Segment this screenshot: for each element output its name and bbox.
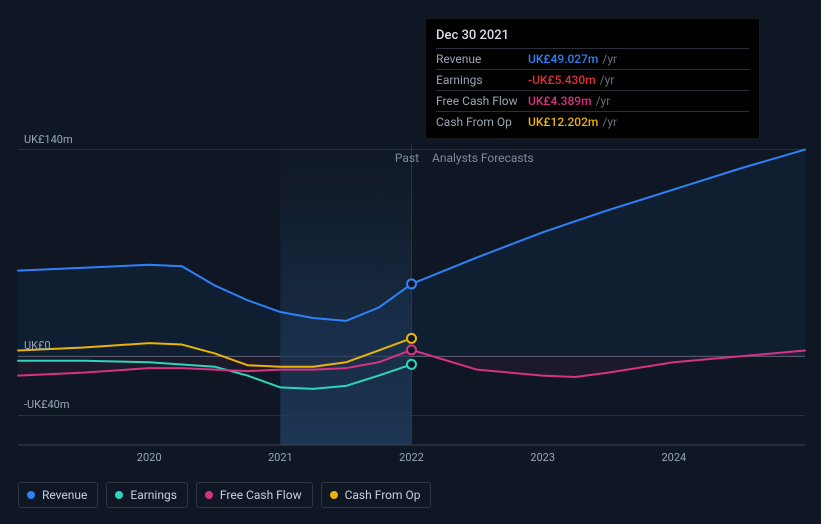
x-axis-label: 2021 bbox=[268, 451, 293, 464]
tooltip-row: RevenueUK£49.027m/yr bbox=[436, 48, 749, 69]
tooltip-row-value: UK£49.027m bbox=[528, 52, 598, 66]
legend-item-label: Earnings bbox=[130, 488, 177, 502]
legend-item-label: Revenue bbox=[42, 488, 87, 502]
tooltip-row-label: Earnings bbox=[436, 73, 528, 87]
legend-item-fcf[interactable]: Free Cash Flow bbox=[196, 482, 313, 508]
legend-item-label: Free Cash Flow bbox=[220, 488, 302, 502]
y-axis-label: UK£0 bbox=[24, 339, 51, 352]
x-axis-label: 2024 bbox=[661, 451, 686, 464]
tooltip-row-unit: /yr bbox=[600, 73, 615, 87]
tooltip-date: Dec 30 2021 bbox=[436, 25, 749, 48]
legend-item-earnings[interactable]: Earnings bbox=[106, 482, 188, 508]
chart-tooltip: Dec 30 2021 RevenueUK£49.027m/yrEarnings… bbox=[425, 18, 760, 139]
tooltip-row-value: UK£12.202m bbox=[528, 115, 598, 129]
x-axis-label: 2022 bbox=[399, 451, 424, 464]
y-axis-label: UK£140m bbox=[24, 133, 73, 146]
tooltip-row-unit: /yr bbox=[596, 94, 611, 108]
tooltip-row-label: Free Cash Flow bbox=[436, 94, 528, 108]
tooltip-row: Cash From OpUK£12.202m/yr bbox=[436, 111, 749, 132]
tooltip-row: Free Cash FlowUK£4.389m/yr bbox=[436, 90, 749, 111]
tooltip-row-unit: /yr bbox=[602, 52, 617, 66]
legend-item-cfo[interactable]: Cash From Op bbox=[321, 482, 432, 508]
section-label-forecast: Analysts Forecasts bbox=[432, 151, 534, 165]
tooltip-row-value: UK£4.389m bbox=[528, 94, 592, 108]
legend-dot-icon bbox=[205, 491, 213, 499]
chart-legend: Revenue Earnings Free Cash Flow Cash From O… bbox=[18, 482, 431, 508]
tooltip-row-label: Revenue bbox=[436, 52, 528, 66]
tooltip-row-label: Cash From Op bbox=[436, 115, 528, 129]
legend-dot-icon bbox=[27, 491, 35, 499]
legend-item-revenue[interactable]: Revenue bbox=[18, 482, 98, 508]
tooltip-row-unit: /yr bbox=[602, 115, 617, 129]
legend-dot-icon bbox=[330, 491, 338, 499]
legend-dot-icon bbox=[115, 491, 123, 499]
tooltip-row-value: -UK£5.430m bbox=[528, 73, 596, 87]
tooltip-row: Earnings-UK£5.430m/yr bbox=[436, 69, 749, 90]
x-axis-label: 2023 bbox=[530, 451, 555, 464]
legend-item-label: Cash From Op bbox=[345, 488, 421, 502]
x-axis-label: 2020 bbox=[137, 451, 162, 464]
financials-chart: Past Analysts Forecasts Dec 30 2021 Reve… bbox=[0, 0, 821, 524]
section-label-past: Past bbox=[395, 151, 419, 165]
y-axis-label: -UK£40m bbox=[24, 398, 69, 411]
